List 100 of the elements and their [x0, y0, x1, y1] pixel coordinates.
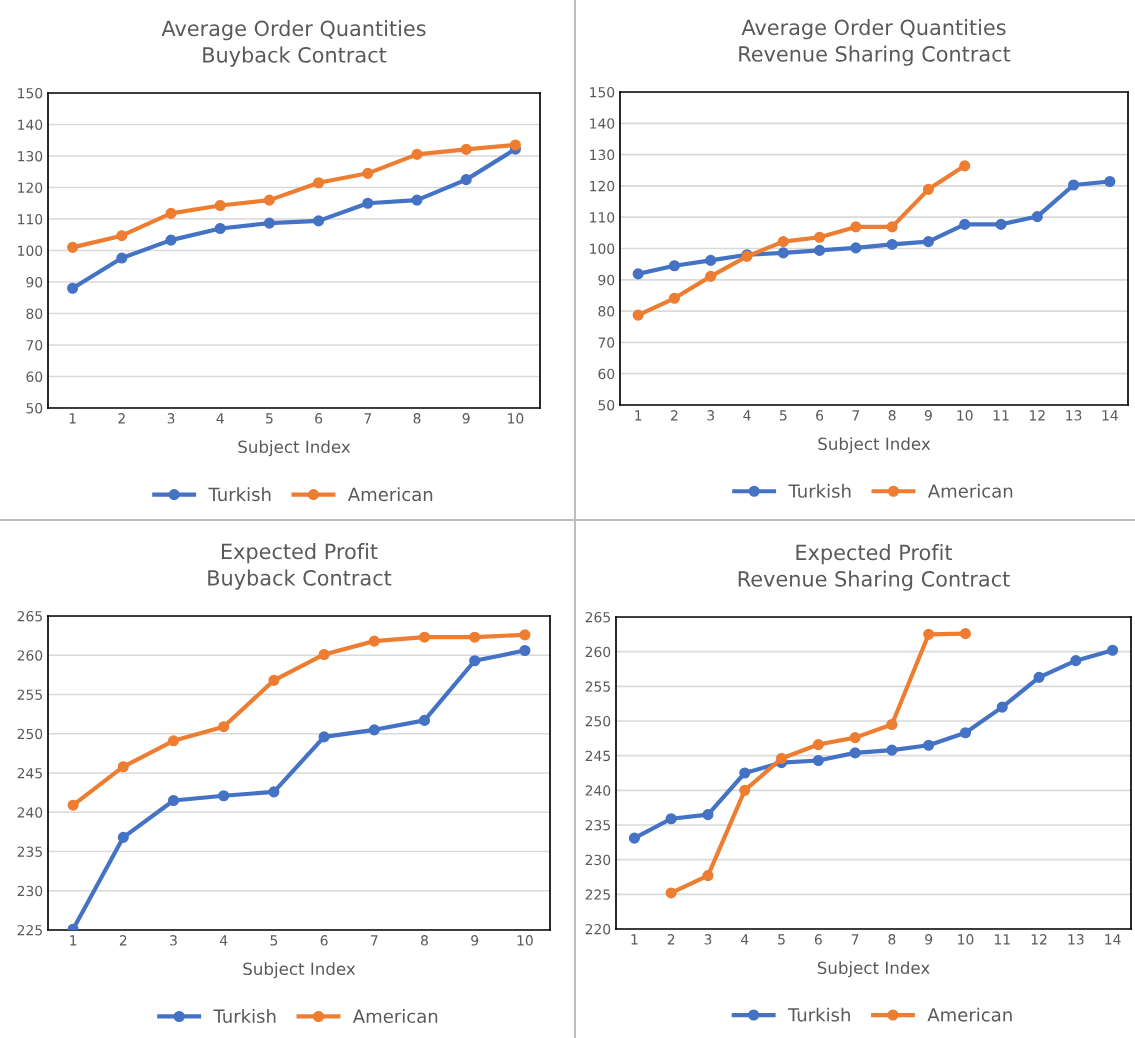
- y-tick-label: 240: [585, 785, 611, 796]
- y-tick-label: 140: [590, 118, 615, 129]
- x-axis-title: Subject Index: [238, 440, 351, 457]
- y-tick-label: 245: [585, 750, 610, 762]
- legend-label: Turkish: [208, 487, 271, 502]
- x-tick-label: 3: [707, 410, 715, 421]
- y-tick-label: 140: [18, 119, 43, 130]
- y-tick-label: 265: [17, 610, 42, 622]
- y-tick-label: 250: [17, 728, 43, 740]
- x-tick-label: 4: [219, 935, 228, 946]
- y-tick-label: 70: [26, 339, 43, 351]
- x-tick-label: 5: [266, 413, 273, 424]
- y-tick-label: 70: [598, 337, 615, 348]
- x-tick-label: 1: [70, 935, 77, 946]
- x-tick-label: 2: [118, 413, 125, 424]
- x-tick-label: 11: [993, 410, 1009, 421]
- x-tick-label: 6: [816, 410, 824, 421]
- x-tick-label: 14: [1105, 934, 1121, 945]
- y-tick-label: 150: [590, 86, 615, 98]
- y-tick-label: 150: [18, 87, 43, 99]
- x-tick-label: 13: [1066, 410, 1082, 421]
- x-axis-title: Subject Index: [818, 437, 931, 454]
- y-tick-label: 255: [585, 681, 610, 692]
- y-tick-label: 100: [590, 243, 615, 254]
- x-tick-label: 9: [925, 934, 933, 945]
- x-tick-label: 10: [508, 413, 524, 424]
- y-tick-label: 130: [18, 150, 43, 162]
- y-tick-label: 240: [17, 807, 43, 818]
- y-tick-label: 80: [26, 308, 43, 319]
- y-tick-label: 60: [598, 368, 615, 380]
- y-tick-label: 260: [585, 646, 611, 658]
- x-tick-label: 6: [320, 935, 328, 946]
- y-tick-label: 255: [17, 689, 42, 700]
- x-axis-title: Subject Index: [817, 961, 930, 978]
- y-tick-label: 120: [18, 182, 43, 193]
- legend-label: Turkish: [788, 483, 851, 498]
- y-tick-label: 100: [18, 245, 43, 256]
- y-tick-label: 220: [585, 923, 611, 935]
- x-tick-label: 10: [517, 935, 533, 946]
- x-tick-label: 9: [924, 410, 932, 421]
- x-tick-label: 13: [1068, 934, 1084, 945]
- legend-label: Turkish: [787, 1007, 850, 1022]
- chart-title: Expected Profit Buyback Contract: [208, 543, 392, 590]
- x-tick-label: 7: [364, 413, 372, 424]
- x-tick-label: 2: [671, 410, 678, 421]
- y-tick-label: 90: [598, 274, 615, 286]
- y-tick-label: 60: [26, 371, 43, 382]
- x-tick-label: 8: [421, 935, 428, 946]
- x-tick-label: 5: [779, 410, 787, 421]
- y-tick-label: 260: [17, 650, 43, 661]
- y-tick-label: 225: [17, 924, 42, 936]
- x-tick-label: 6: [315, 413, 323, 424]
- y-tick-label: 50: [598, 399, 615, 411]
- y-tick-label: 265: [585, 611, 610, 623]
- x-tick-label: 4: [743, 410, 751, 421]
- legend-label: American: [927, 483, 1013, 498]
- y-tick-label: 90: [26, 276, 43, 288]
- x-tick-label: 6: [814, 934, 822, 945]
- y-tick-label: 230: [17, 885, 43, 897]
- y-tick-label: 230: [585, 854, 611, 866]
- x-tick-label: 1: [635, 410, 642, 421]
- chart-title: Average Order Quantities Revenue Sharing Contract: [739, 19, 1011, 66]
- x-tick-label: 1: [69, 413, 76, 424]
- y-tick-label: 50: [26, 402, 43, 414]
- x-tick-label: 3: [167, 413, 175, 424]
- x-tick-label: 11: [994, 934, 1010, 945]
- x-tick-label: 3: [170, 935, 177, 946]
- x-tick-label: 12: [1031, 934, 1047, 945]
- chart-title: Average Order Quantities Buyback Contract: [161, 20, 426, 67]
- x-tick-label: 8: [888, 410, 896, 421]
- x-tick-label: 2: [119, 935, 127, 946]
- x-tick-label: 3: [704, 934, 712, 945]
- y-tick-label: 130: [590, 149, 615, 161]
- x-tick-label: 14: [1102, 410, 1118, 421]
- x-tick-label: 8: [888, 934, 896, 945]
- chart-title: Expected Profit Revenue Sharing Contract: [738, 544, 1010, 591]
- x-tick-label: 5: [270, 935, 278, 946]
- legend-label: Turkish: [213, 1009, 276, 1024]
- y-tick-label: 245: [17, 767, 42, 779]
- x-tick-label: 7: [852, 410, 860, 421]
- x-tick-label: 10: [958, 934, 974, 945]
- x-tick-label: 2: [667, 934, 675, 945]
- x-tick-label: 9: [462, 413, 470, 424]
- y-tick-label: 250: [585, 715, 611, 727]
- legend-label: American: [352, 1009, 438, 1024]
- y-tick-label: 110: [18, 213, 43, 225]
- x-tick-label: 10: [957, 410, 973, 421]
- x-tick-label: 4: [216, 413, 224, 424]
- x-tick-label: 7: [851, 934, 859, 945]
- y-tick-label: 120: [590, 180, 615, 192]
- x-tick-label: 9: [471, 935, 479, 946]
- x-tick-label: 12: [1029, 410, 1045, 421]
- x-axis-title: Subject Index: [243, 962, 356, 979]
- y-tick-label: 235: [585, 819, 610, 831]
- x-tick-label: 5: [778, 934, 785, 945]
- x-tick-label: 4: [741, 934, 749, 945]
- legend-label: American: [927, 1007, 1012, 1022]
- x-tick-label: 1: [631, 934, 638, 945]
- y-tick-label: 110: [590, 212, 615, 223]
- legend-label: American: [347, 487, 433, 502]
